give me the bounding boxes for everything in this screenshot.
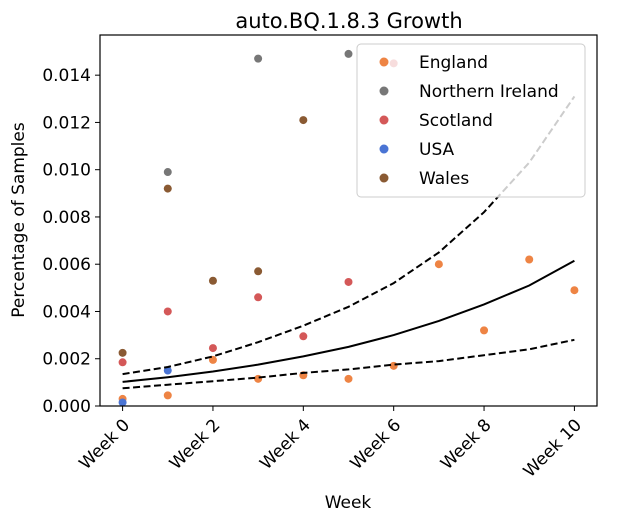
legend-marker: [379, 86, 389, 96]
y-axis-label: Percentage of Samples: [9, 122, 29, 318]
legend: England Northern Ireland Scotland USA Wales: [356, 43, 586, 198]
data-point-england: [525, 255, 534, 264]
data-point-wales: [254, 267, 263, 276]
chart-title: auto.BQ.1.8.3 Growth: [235, 9, 462, 33]
data-point-england: [254, 374, 263, 383]
y-tick-label: 0.010: [42, 161, 91, 181]
data-point-scotland: [163, 307, 172, 316]
data-point-wales: [163, 184, 172, 193]
data-point-scotland: [344, 277, 353, 286]
legend-label: Northern Ireland: [419, 82, 559, 102]
legend-box: [356, 43, 586, 198]
data-point-england: [434, 260, 443, 269]
scatter-points: [118, 49, 579, 406]
data-point-northern-ireland: [254, 54, 263, 63]
x-tick-label: Week 8: [437, 415, 496, 474]
x-tick-label: Week 0: [76, 415, 135, 474]
plot-frame: [99, 34, 598, 407]
y-tick-label: 0.008: [42, 208, 91, 228]
data-point-england: [208, 355, 217, 364]
legend-marker: [379, 173, 389, 183]
plot-inner: [118, 49, 579, 406]
legend-label: Wales: [419, 169, 469, 189]
y-tick-label: 0.006: [42, 255, 91, 275]
data-point-northern-ireland: [344, 49, 353, 58]
data-point-england: [344, 374, 353, 383]
x-tick-label: Week 6: [347, 415, 406, 474]
legend-marker: [379, 57, 389, 67]
data-point-northern-ireland: [163, 168, 172, 177]
y-tick-label: 0.002: [42, 350, 91, 370]
data-point-scotland: [254, 293, 263, 302]
data-point-england: [570, 286, 579, 295]
data-point-wales: [299, 116, 308, 125]
data-point-scotland: [299, 332, 308, 341]
legend-label: Scotland: [419, 111, 493, 131]
x-axis-label: Week: [325, 493, 372, 513]
data-point-scotland: [118, 358, 127, 367]
data-point-usa: [163, 366, 172, 375]
x-tick-label: Week 4: [256, 415, 315, 474]
y-tick-label: 0.000: [42, 397, 91, 417]
x-tick-label: Week 2: [166, 415, 225, 474]
confidence-band-line-2: [122, 338, 575, 390]
y-tick-label: 0.004: [42, 302, 91, 322]
plot-area: [118, 49, 579, 406]
legend-label: England: [419, 53, 488, 73]
legend-label: USA: [419, 140, 455, 160]
x-tick-label: Week 10: [520, 415, 586, 481]
y-tick-label: 0.014: [42, 66, 91, 86]
data-point-england: [480, 326, 489, 335]
data-point-usa: [118, 398, 127, 406]
data-point-wales: [208, 276, 217, 285]
data-point-wales: [118, 348, 127, 357]
data-point-scotland: [208, 344, 217, 353]
legend-marker: [379, 144, 389, 154]
y-tick-label: 0.012: [42, 113, 91, 133]
fit-line: [122, 259, 575, 383]
legend-marker: [379, 115, 389, 125]
data-point-england: [163, 391, 172, 400]
